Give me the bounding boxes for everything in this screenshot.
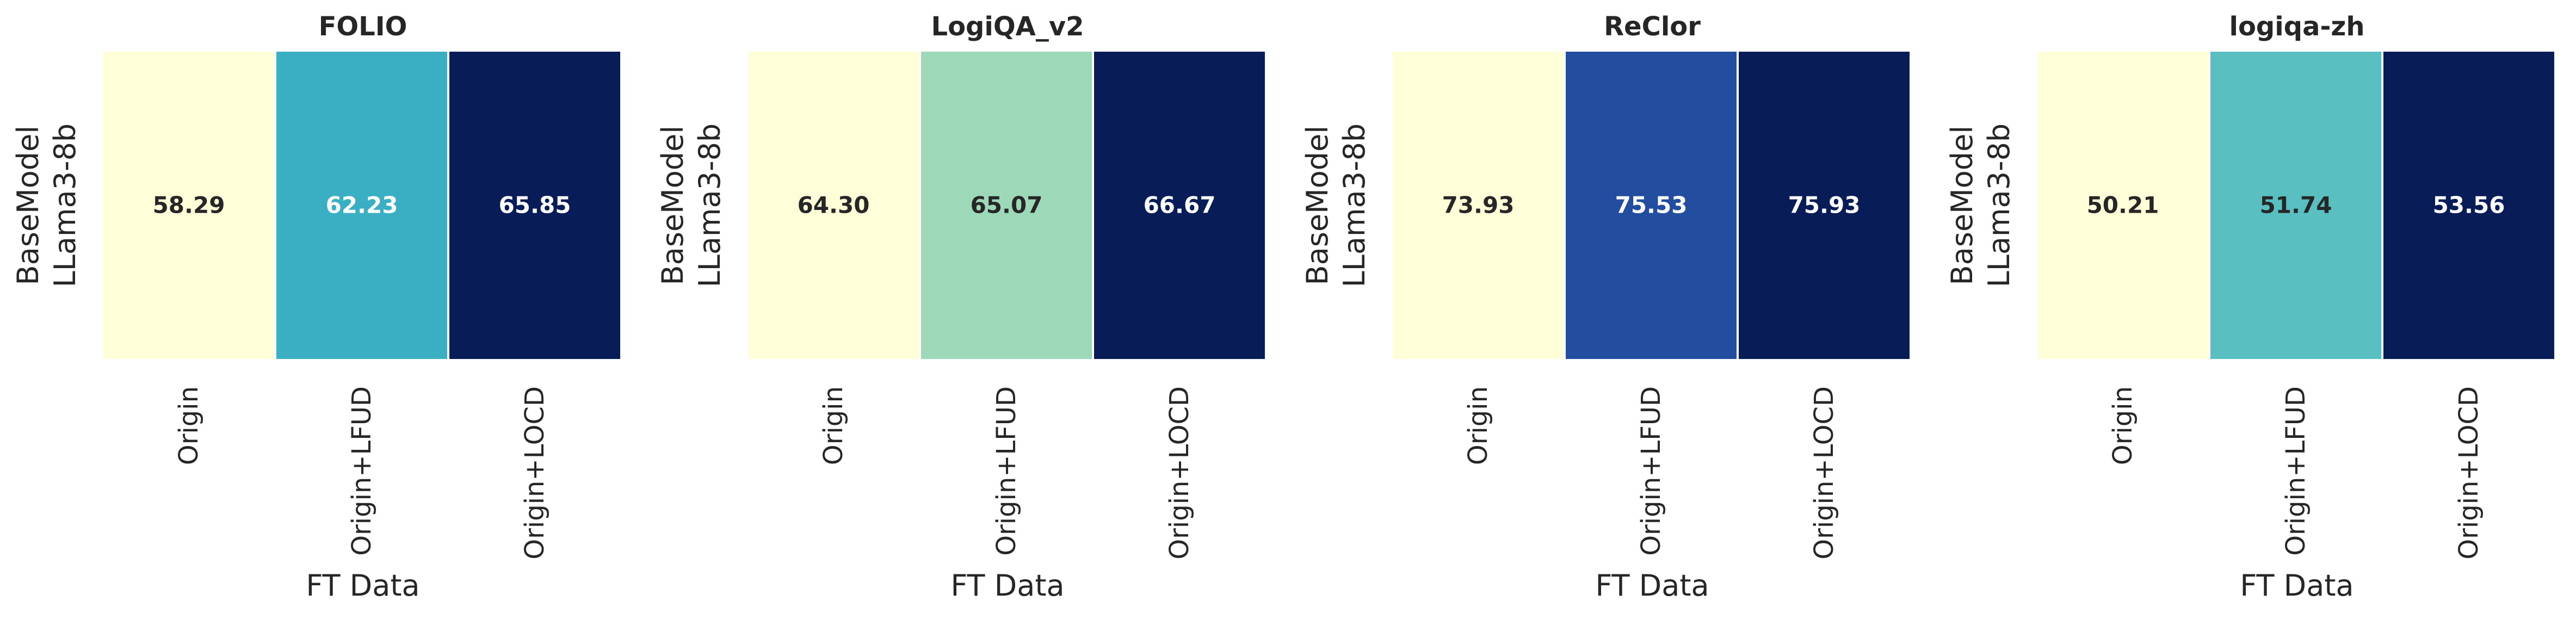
- x-tick-label: Origin: [174, 386, 204, 465]
- heatmap-cell: [1566, 52, 1737, 359]
- cell-value-label: 75.53: [1615, 192, 1688, 219]
- heatmap-panel-logiqa-zh: logiqa-zh 50.21 51.74 53.56 Origin Origin+LFU…: [1945, 11, 2554, 603]
- x-tick-label: Origin+LFUD: [2281, 386, 2311, 556]
- cell-value-label: 65.85: [499, 192, 571, 219]
- x-tick-label: Origin+LOCD: [1164, 386, 1195, 560]
- heatmap-panel-logiqa-v2: LogiQA_v2 64.30 65.07 66.67 Origin Origin+LFU…: [656, 11, 1265, 603]
- x-tick-label: Origin+LOCD: [520, 386, 550, 560]
- heatmap-cell: [103, 52, 274, 359]
- panel-title: FOLIO: [319, 11, 407, 42]
- cell-value-label: 65.07: [971, 192, 1043, 219]
- panel-title: logiqa-zh: [2229, 11, 2364, 42]
- heatmap-cell: [921, 52, 1092, 359]
- heatmap-panel-reclor: ReClor 73.93 75.53 75.93 Origin Origin+LFUD Or…: [1300, 11, 1910, 603]
- heatmap-cell: [748, 52, 919, 359]
- y-axis-label: BaseModel: [11, 126, 45, 286]
- y-axis-label: BaseModel: [1945, 126, 1979, 286]
- cell-value-label: 62.23: [326, 192, 398, 219]
- cell-value-label: 53.56: [2433, 192, 2505, 219]
- y-axis-label: BaseModel: [656, 126, 690, 286]
- cell-value-label: 75.93: [1788, 192, 1861, 219]
- heatmap-cell: [1739, 52, 1910, 359]
- cell-value-label: 50.21: [2087, 192, 2159, 219]
- cell-value-label: 73.93: [1442, 192, 1515, 219]
- heatmap-panel-folio: FOLIO 58.29 62.23 65.85 Origin Origin+LFUD Ori…: [11, 11, 620, 603]
- x-tick-label: Origin: [1463, 386, 1493, 465]
- y-axis-label: BaseModel: [1300, 126, 1335, 286]
- heatmap-cell: [2037, 52, 2208, 359]
- cell-value-label: 64.30: [798, 192, 870, 219]
- x-tick-label: Origin: [2108, 386, 2138, 465]
- cell-value-label: 66.67: [1144, 192, 1216, 219]
- y-tick-label: LLama3-8b: [48, 123, 82, 287]
- x-axis-label: FT Data: [1595, 568, 1709, 603]
- heatmap-cell: [1393, 52, 1564, 359]
- heatmap-cell: [2210, 52, 2381, 359]
- x-axis-label: FT Data: [2240, 568, 2353, 603]
- heatmap-cell: [1094, 52, 1265, 359]
- x-tick-label: Origin+LFUD: [991, 386, 1022, 556]
- cell-value-label: 51.74: [2260, 192, 2332, 219]
- heatmap-cell: [2383, 52, 2554, 359]
- heatmap-cell: [449, 52, 620, 359]
- x-tick-label: Origin+LOCD: [2454, 386, 2484, 560]
- x-tick-label: Origin+LFUD: [347, 386, 377, 556]
- x-axis-label: FT Data: [306, 568, 419, 603]
- x-tick-label: Origin+LOCD: [1809, 386, 1839, 560]
- y-tick-label: LLama3-8b: [1337, 123, 1372, 287]
- panel-title: ReClor: [1604, 11, 1701, 42]
- y-tick-label: LLama3-8b: [1982, 123, 2016, 287]
- y-tick-label: LLama3-8b: [693, 123, 727, 287]
- heatmap-cell: [276, 52, 447, 359]
- x-tick-label: Origin: [818, 386, 849, 465]
- x-axis-label: FT Data: [950, 568, 1064, 603]
- panel-title: LogiQA_v2: [931, 11, 1084, 42]
- x-tick-label: Origin+LFUD: [1636, 386, 1666, 556]
- cell-value-label: 58.29: [153, 192, 225, 219]
